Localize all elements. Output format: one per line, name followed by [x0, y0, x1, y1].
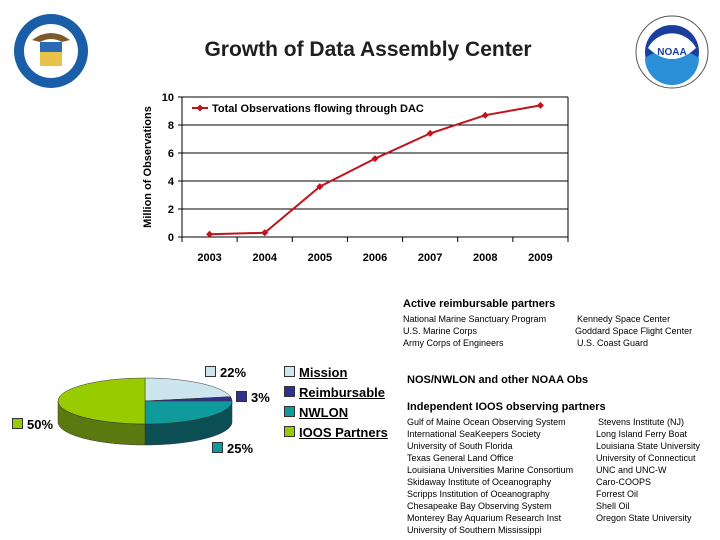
svg-text:NOAA: NOAA [657, 47, 686, 58]
pie-slice [57, 377, 146, 425]
pie-legend: Mission Reimbursable NWLON IOOS Partners [284, 363, 388, 443]
pie-label-nwlon: 25% [212, 441, 253, 456]
data-point [536, 101, 544, 109]
y-axis-label: Million of Observations [142, 106, 154, 228]
y-tick-label: 10 [162, 92, 174, 104]
pie-label-reimbursable: 3% [236, 390, 270, 405]
nos-heading: NOS/NWLON and other NOAA Obs [407, 374, 589, 386]
data-point [261, 229, 269, 237]
y-tick-label: 6 [168, 148, 174, 160]
reimbursable-heading: Active reimbursable partners [403, 298, 556, 310]
commerce-seal-logo [14, 14, 88, 88]
legend-ioos: IOOS Partners [284, 423, 388, 443]
x-tick-label: 2004 [252, 252, 277, 264]
x-tick-label: 2003 [197, 252, 221, 264]
pie-label-ioos: 50% [12, 417, 53, 432]
data-point [316, 183, 324, 191]
x-tick-label: 2008 [473, 252, 497, 264]
pie-slice [144, 396, 233, 402]
ioos-heading: Independent IOOS observing partners [407, 401, 606, 413]
x-tick-label: 2005 [308, 252, 332, 264]
data-point [371, 155, 379, 163]
ioos-col1: Gulf of Maine Ocean Observing System Inte… [407, 417, 574, 535]
x-tick-label: 2006 [363, 252, 387, 264]
line-chart: 0 2 4 6 8 10 2003 2004 2005 2006 2007 2008 2009 Milli… [142, 92, 569, 264]
pie-slice [144, 377, 231, 402]
reimbursable-col2: Kennedy Space Center Goddard Space Flight… [575, 314, 693, 348]
y-tick-label: 0 [168, 232, 174, 244]
data-point [481, 111, 489, 119]
data-point [206, 230, 214, 238]
y-tick-label: 8 [168, 120, 174, 132]
data-point [426, 129, 434, 137]
reimbursable-col1: National Marine Sanctuary Program U.S. Ma… [403, 314, 547, 348]
legend-label: Total Observations flowing through DAC [212, 103, 424, 115]
noaa-logo: NOAA [635, 15, 709, 89]
y-tick-label: 2 [168, 204, 174, 216]
pie-slice [144, 400, 233, 425]
legend-reimbursable: Reimbursable [284, 383, 388, 403]
legend-mission: Mission [284, 363, 388, 383]
legend-marker [196, 104, 204, 112]
page-title: Growth of Data Assembly Center [204, 38, 532, 61]
pie-chart [57, 377, 233, 446]
x-tick-label: 2009 [528, 252, 552, 264]
pie-label-mission: 22% [205, 365, 246, 380]
ioos-col2: Stevens Institute (NJ) Long Island Ferry … [596, 417, 701, 523]
x-tick-label: 2007 [418, 252, 442, 264]
legend-nwlon: NWLON [284, 403, 388, 423]
y-tick-label: 4 [168, 176, 175, 188]
